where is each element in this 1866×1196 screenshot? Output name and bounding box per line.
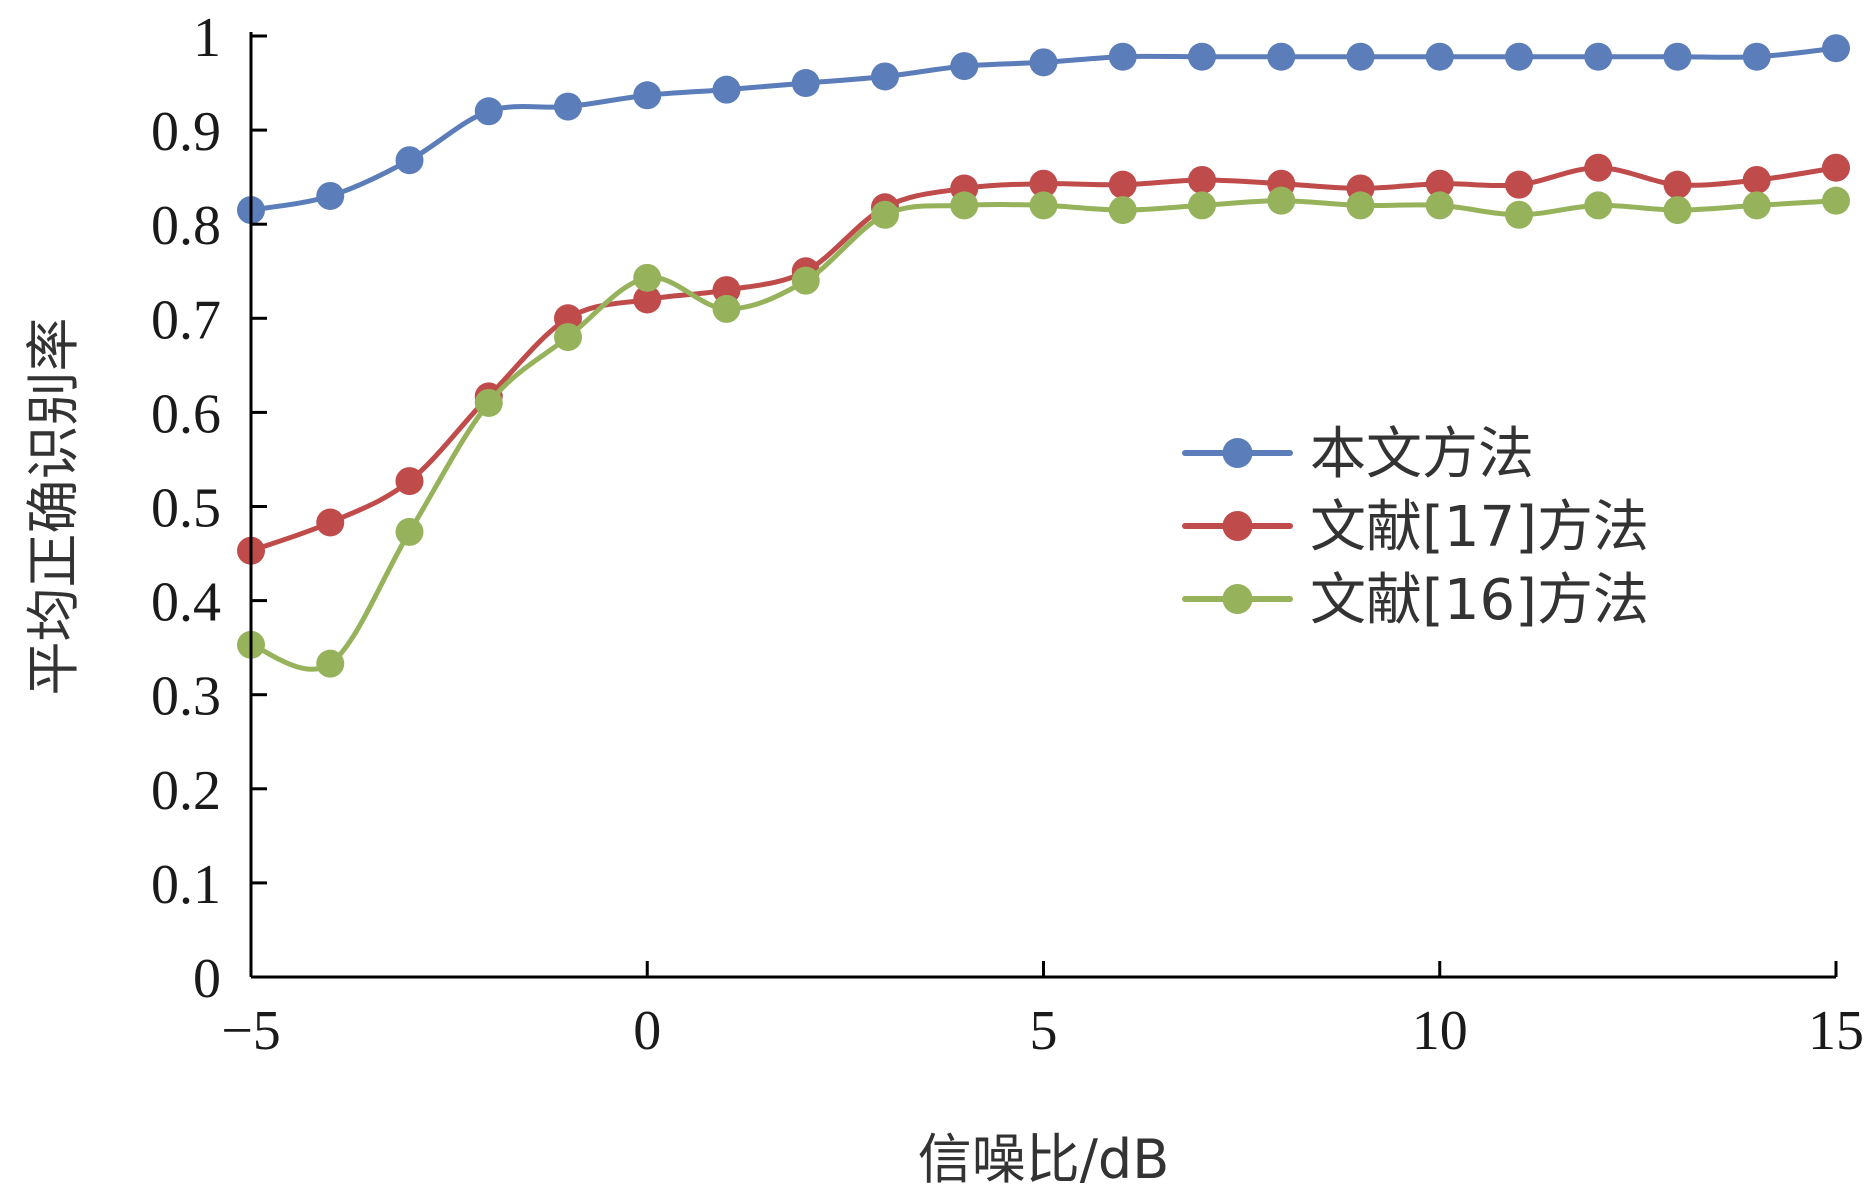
data-point: [1584, 42, 1613, 71]
data-point: [1029, 169, 1058, 198]
data-point: [554, 323, 582, 352]
data-point: [1267, 42, 1296, 71]
y-tick-label: 0.4: [151, 572, 221, 634]
y-axis-title: 平均正确识别率: [22, 318, 85, 696]
x-tick-label: 15: [1808, 1000, 1864, 1062]
data-point: [633, 285, 662, 314]
legend-item: 文献[16]方法: [1182, 568, 1649, 633]
data-point: [871, 200, 899, 229]
data-point: [633, 263, 662, 292]
data-point: [1188, 42, 1216, 71]
x-axis-title: 信噪比/dB: [918, 1128, 1170, 1191]
legend-swatch-marker: [1222, 511, 1253, 541]
data-point: [1505, 170, 1533, 199]
legend-swatch-marker: [1222, 438, 1253, 468]
legend-label: 文献[16]方法: [1310, 568, 1649, 633]
data-point: [1742, 165, 1771, 194]
series-line: [248, 165, 1839, 554]
y-tick-label: 0.7: [151, 289, 221, 351]
x-tick-label: 0: [633, 1000, 661, 1062]
series-layer: [237, 34, 1850, 678]
data-point: [1108, 196, 1137, 225]
x-tick-label: −5: [221, 1000, 281, 1062]
data-point: [712, 294, 741, 323]
legend-label: 本文方法: [1310, 422, 1534, 487]
data-point: [1663, 196, 1692, 225]
legend-swatch-marker: [1222, 584, 1253, 614]
y-tick-label: 0.1: [151, 854, 221, 916]
data-point: [1029, 48, 1058, 77]
data-point: [1822, 153, 1850, 182]
data-point: [1346, 191, 1375, 220]
data-point: [1267, 186, 1296, 215]
data-point: [395, 146, 424, 175]
data-point: [395, 467, 424, 496]
data-point: [474, 97, 503, 126]
data-point: [316, 508, 345, 537]
y-tick-label: 0.3: [151, 666, 221, 728]
x-tick-label: 10: [1412, 1000, 1468, 1062]
data-point: [316, 649, 345, 678]
data-point: [316, 181, 345, 210]
data-point: [1425, 42, 1454, 71]
data-point: [1029, 191, 1058, 220]
x-ticks: −5 0 5 10 15: [221, 961, 1864, 1062]
data-point: [1188, 165, 1216, 194]
data-point: [1505, 42, 1533, 71]
data-point: [1425, 191, 1454, 220]
data-point: [1663, 170, 1692, 199]
y-tick-label: 0.2: [151, 760, 221, 822]
data-point: [791, 69, 820, 98]
data-point: [712, 75, 741, 104]
data-point: [950, 191, 979, 220]
data-point: [1188, 191, 1216, 220]
data-point: [791, 266, 820, 295]
x-tick-label: 5: [1030, 1000, 1058, 1062]
data-point: [1584, 153, 1613, 182]
y-tick-label: 0.5: [151, 478, 221, 540]
data-point: [1822, 34, 1850, 63]
legend-item: 文献[17]方法: [1182, 495, 1649, 560]
data-point: [554, 92, 582, 121]
data-point: [1742, 42, 1771, 71]
y-tick-label: 1: [193, 7, 221, 69]
data-point: [1742, 191, 1771, 220]
data-point: [1108, 42, 1137, 71]
series-1: [237, 34, 1850, 225]
y-tick-label: 0: [193, 948, 221, 1010]
y-ticks: 0 0.1 0.2 0.3 0.4 0.5 0.6 0.7 0.8 0.9 1: [151, 7, 267, 1010]
y-tick-label: 0.6: [151, 383, 221, 445]
y-tick-label: 0.8: [151, 195, 221, 257]
data-point: [1108, 170, 1137, 199]
data-point: [871, 62, 899, 91]
data-point: [633, 81, 662, 110]
data-point: [1584, 191, 1613, 220]
data-point: [474, 388, 503, 417]
series-3: [237, 186, 1850, 678]
data-point: [1346, 42, 1375, 71]
data-point: [1425, 169, 1454, 198]
data-point: [1822, 186, 1850, 215]
legend-label: 文献[17]方法: [1310, 495, 1649, 560]
data-point: [1663, 42, 1692, 71]
data-point: [1505, 200, 1533, 229]
data-point: [950, 52, 979, 81]
data-point: [395, 517, 424, 546]
legend-item: 本文方法: [1182, 422, 1534, 487]
y-tick-label: 0.9: [151, 101, 221, 163]
